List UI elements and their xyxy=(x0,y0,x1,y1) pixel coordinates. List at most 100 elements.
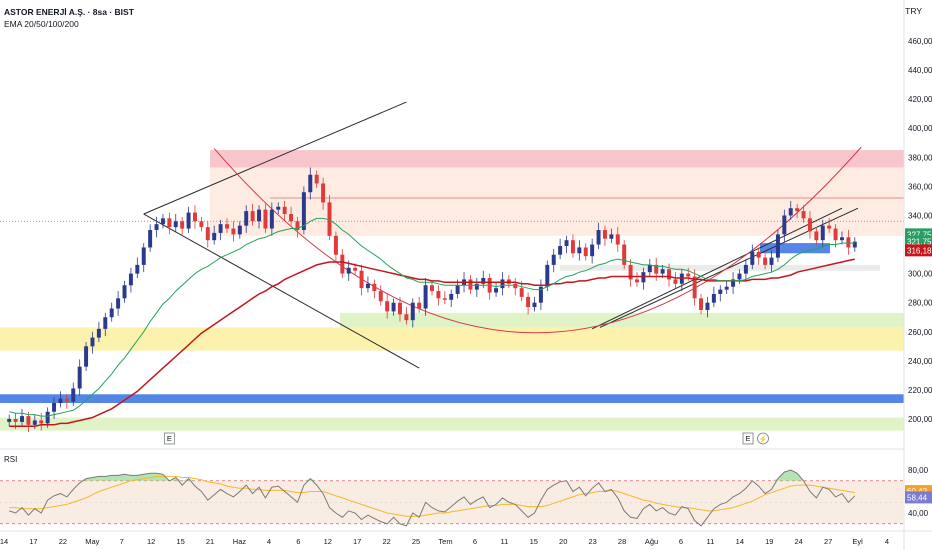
candle-body-31[interactable] xyxy=(205,227,210,241)
candle-body-11[interactable] xyxy=(77,366,82,389)
candle-body-102[interactable] xyxy=(660,269,665,274)
candle-body-15[interactable] xyxy=(103,317,108,329)
candle-layer[interactable] xyxy=(7,167,857,433)
candle-body-1[interactable] xyxy=(13,419,18,422)
candle-body-82[interactable] xyxy=(532,302,537,308)
candle-body-9[interactable] xyxy=(64,398,69,402)
candle-body-55[interactable] xyxy=(359,270,364,289)
candle-body-74[interactable] xyxy=(481,277,486,284)
candle-body-65[interactable] xyxy=(423,285,428,309)
candle-body-58[interactable] xyxy=(378,291,383,302)
candle-body-16[interactable] xyxy=(109,308,114,318)
candle-body-29[interactable] xyxy=(192,212,197,222)
candle-body-110[interactable] xyxy=(711,293,716,303)
candle-body-93[interactable] xyxy=(602,230,607,239)
candle-body-50[interactable] xyxy=(327,202,332,236)
candle-body-3[interactable] xyxy=(26,416,31,425)
candle-body-0[interactable] xyxy=(7,419,12,422)
candle-body-125[interactable] xyxy=(807,218,812,232)
candle-body-83[interactable] xyxy=(538,286,543,303)
dividend-marker[interactable]: ⚡ xyxy=(759,435,768,444)
candle-body-108[interactable] xyxy=(699,298,704,310)
candle-body-101[interactable] xyxy=(654,264,659,274)
candle-body-92[interactable] xyxy=(596,230,601,245)
candle-body-89[interactable] xyxy=(577,247,582,254)
candle-body-90[interactable] xyxy=(583,247,588,257)
candle-body-119[interactable] xyxy=(769,257,774,265)
candle-body-6[interactable] xyxy=(45,411,50,424)
candle-body-67[interactable] xyxy=(436,291,441,299)
candle-body-25[interactable] xyxy=(167,218,172,228)
candle-body-129[interactable] xyxy=(833,228,838,241)
candle-body-107[interactable] xyxy=(692,276,697,299)
candle-body-118[interactable] xyxy=(763,257,768,265)
candle-body-57[interactable] xyxy=(372,283,377,292)
candle-body-54[interactable] xyxy=(353,267,358,271)
candle-body-18[interactable] xyxy=(122,285,127,299)
candle-body-27[interactable] xyxy=(180,221,185,229)
earnings-marker-1[interactable]: E xyxy=(167,434,172,443)
candle-body-53[interactable] xyxy=(346,267,351,274)
candle-body-64[interactable] xyxy=(417,302,422,309)
candle-body-45[interactable] xyxy=(295,221,300,230)
candle-body-52[interactable] xyxy=(340,254,345,274)
candle-body-111[interactable] xyxy=(718,289,723,294)
candle-body-43[interactable] xyxy=(282,206,287,215)
candle-body-47[interactable] xyxy=(308,174,313,193)
candle-body-130[interactable] xyxy=(839,237,844,241)
candle-body-72[interactable] xyxy=(468,279,473,290)
candle-body-2[interactable] xyxy=(20,416,25,422)
candle-body-12[interactable] xyxy=(84,346,89,367)
candle-body-76[interactable] xyxy=(494,288,499,293)
earnings-marker-1-box[interactable] xyxy=(163,432,175,445)
candle-body-122[interactable] xyxy=(788,208,793,216)
candle-body-91[interactable] xyxy=(590,244,595,257)
symbol-title[interactable]: ASTOR ENERJİ A.Ş. · 8sa · BIST xyxy=(4,7,134,17)
earnings-marker-2[interactable]: E xyxy=(745,434,750,443)
dividend-marker-bg[interactable] xyxy=(757,432,769,445)
candle-body-20[interactable] xyxy=(135,264,140,274)
candle-body-37[interactable] xyxy=(244,211,249,226)
candle-body-10[interactable] xyxy=(71,388,76,402)
candle-body-100[interactable] xyxy=(647,264,652,273)
candle-body-126[interactable] xyxy=(814,231,819,241)
candle-body-28[interactable] xyxy=(186,212,191,229)
candle-body-94[interactable] xyxy=(609,234,614,239)
candle-body-96[interactable] xyxy=(622,244,627,265)
candle-body-30[interactable] xyxy=(199,221,204,228)
candle-body-127[interactable] xyxy=(820,225,825,241)
candle-body-70[interactable] xyxy=(455,285,460,294)
candle-body-60[interactable] xyxy=(391,302,396,312)
candle-body-117[interactable] xyxy=(756,251,761,258)
indicator-label[interactable]: EMA 20/50/100/200 xyxy=(4,19,79,29)
candle-body-46[interactable] xyxy=(301,192,306,230)
candle-body-120[interactable] xyxy=(775,234,780,258)
candle-body-97[interactable] xyxy=(628,264,633,280)
candle-body-42[interactable] xyxy=(276,206,281,210)
candle-body-38[interactable] xyxy=(250,211,255,222)
candle-body-24[interactable] xyxy=(160,218,165,225)
candle-body-19[interactable] xyxy=(128,273,133,286)
candle-body-128[interactable] xyxy=(827,225,832,229)
candle-body-34[interactable] xyxy=(225,224,229,229)
candle-body-7[interactable] xyxy=(52,403,57,412)
candle-body-51[interactable] xyxy=(333,235,338,255)
candle-body-95[interactable] xyxy=(615,234,620,245)
candle-body-77[interactable] xyxy=(500,279,505,289)
candle-body-17[interactable] xyxy=(116,298,121,309)
candle-body-68[interactable] xyxy=(442,298,447,300)
time-axis[interactable]: 14 17 22 May 7 12 15 21 Haz 4 6 12 17 22 25 Tem 6 11 15 20 2… xyxy=(0,432,932,546)
candle-body-44[interactable] xyxy=(289,214,294,222)
candle-body-86[interactable] xyxy=(558,245,563,255)
candle-body-62[interactable] xyxy=(404,314,409,321)
candle-body-81[interactable] xyxy=(526,296,531,308)
candle-body-79[interactable] xyxy=(513,283,518,289)
candle-body-61[interactable] xyxy=(397,302,402,315)
candle-body-69[interactable] xyxy=(449,293,454,300)
candle-body-66[interactable] xyxy=(430,285,434,292)
candle-body-113[interactable] xyxy=(731,279,736,287)
candle-body-8[interactable] xyxy=(58,398,63,404)
candle-body-26[interactable] xyxy=(173,221,178,228)
candle-body-85[interactable] xyxy=(551,254,556,265)
